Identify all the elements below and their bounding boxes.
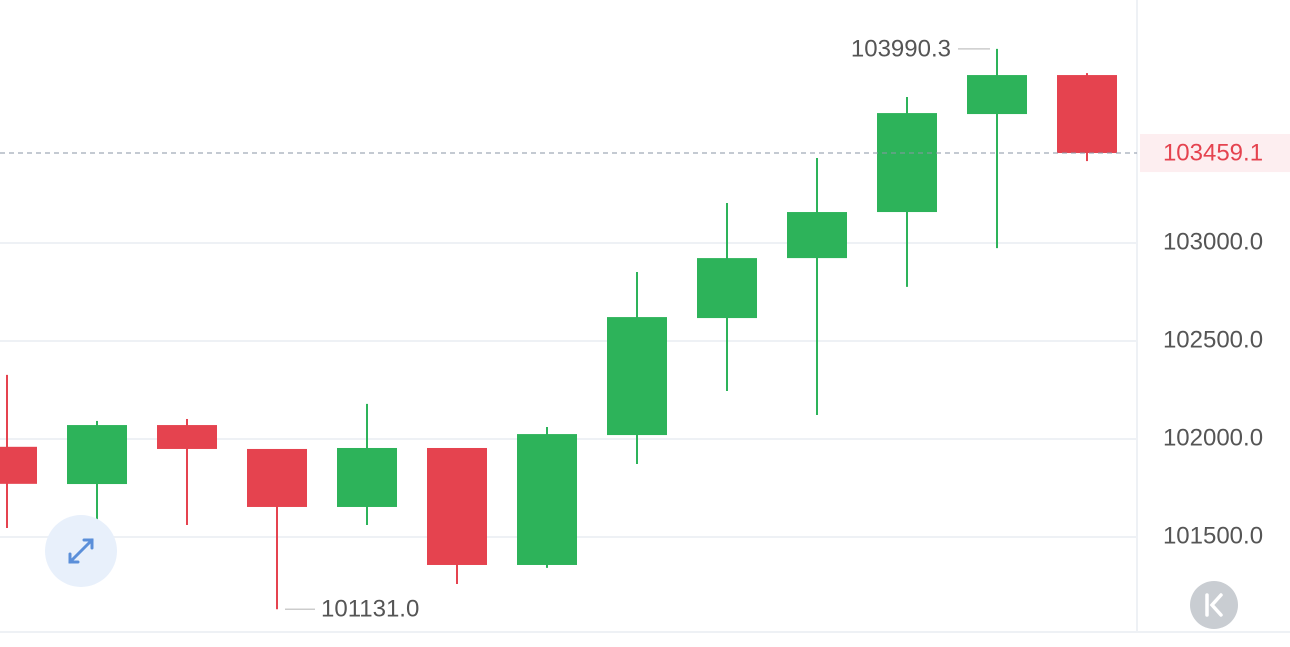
candle-body xyxy=(247,448,307,507)
expand-button[interactable] xyxy=(45,515,117,587)
jump-latest-button[interactable] xyxy=(1190,581,1238,629)
expand-icon xyxy=(68,538,94,564)
candle-body xyxy=(607,317,667,436)
y-tick-label: 103000.0 xyxy=(1163,228,1263,255)
candle-body xyxy=(427,447,487,565)
candle-body xyxy=(787,212,847,259)
candle-body xyxy=(337,447,397,507)
y-tick-label: 101500.0 xyxy=(1163,522,1263,549)
last-price-label: 103459.1 xyxy=(1163,139,1263,166)
jump-icon xyxy=(1205,593,1223,617)
last-price-bg xyxy=(1140,134,1290,173)
candle-body xyxy=(0,446,37,484)
candle-body xyxy=(67,425,127,485)
candle-body xyxy=(1057,75,1117,154)
annotation-label: 103990.3 xyxy=(851,35,951,62)
candle-body xyxy=(517,434,577,565)
annotation-label: 101131.0 xyxy=(321,596,419,623)
candle-body xyxy=(157,425,217,449)
y-tick-label: 102000.0 xyxy=(1163,424,1263,451)
candle-body xyxy=(967,75,1027,115)
candle-body xyxy=(877,113,937,213)
candle-body xyxy=(697,258,757,319)
y-tick-label: 102500.0 xyxy=(1163,326,1263,353)
